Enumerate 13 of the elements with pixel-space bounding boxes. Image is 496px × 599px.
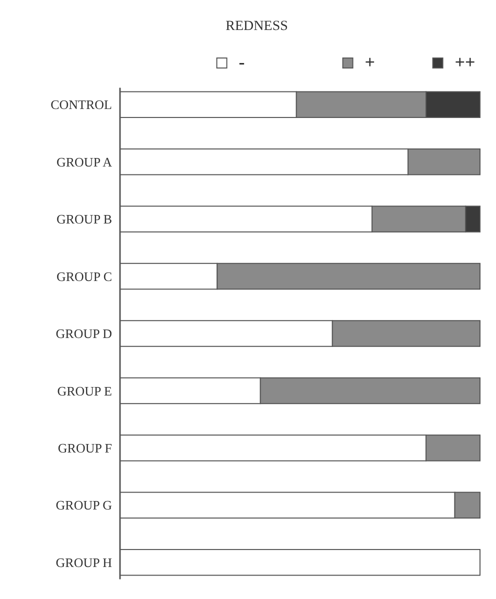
- y-tick-label: GROUP F: [58, 440, 112, 456]
- y-tick-label: GROUP B: [56, 212, 112, 227]
- y-tick-label: GROUP D: [56, 326, 112, 342]
- chart-title: REDNESS: [226, 19, 288, 34]
- y-tick-label: GROUP A: [56, 154, 113, 170]
- legend-label: +: [364, 52, 376, 72]
- y-tick-label: GROUP E: [57, 383, 112, 398]
- y-tick-label: GROUP G: [56, 498, 112, 513]
- y-tick-label: GROUP C: [56, 268, 112, 284]
- y-tick-label: CONTROL: [50, 97, 112, 112]
- y-tick-label: GROUP H: [56, 554, 112, 570]
- legend-label: ++: [454, 52, 476, 72]
- legend-label: -: [238, 52, 245, 72]
